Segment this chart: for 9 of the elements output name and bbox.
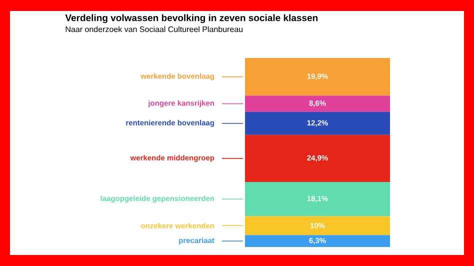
bar bbox=[245, 112, 390, 135]
bar bbox=[245, 182, 390, 216]
bar bbox=[245, 96, 390, 112]
text: Naar onderzoek van Sociaal Cultureel Planbureau bbox=[66, 26, 243, 32]
bar bbox=[245, 58, 390, 96]
bar bbox=[245, 216, 390, 236]
bar bbox=[245, 134, 390, 182]
chart-title: Verdeling volwassen bevolking in zeven sociale klassen bbox=[65, 14, 318, 24]
bar bbox=[245, 235, 390, 247]
